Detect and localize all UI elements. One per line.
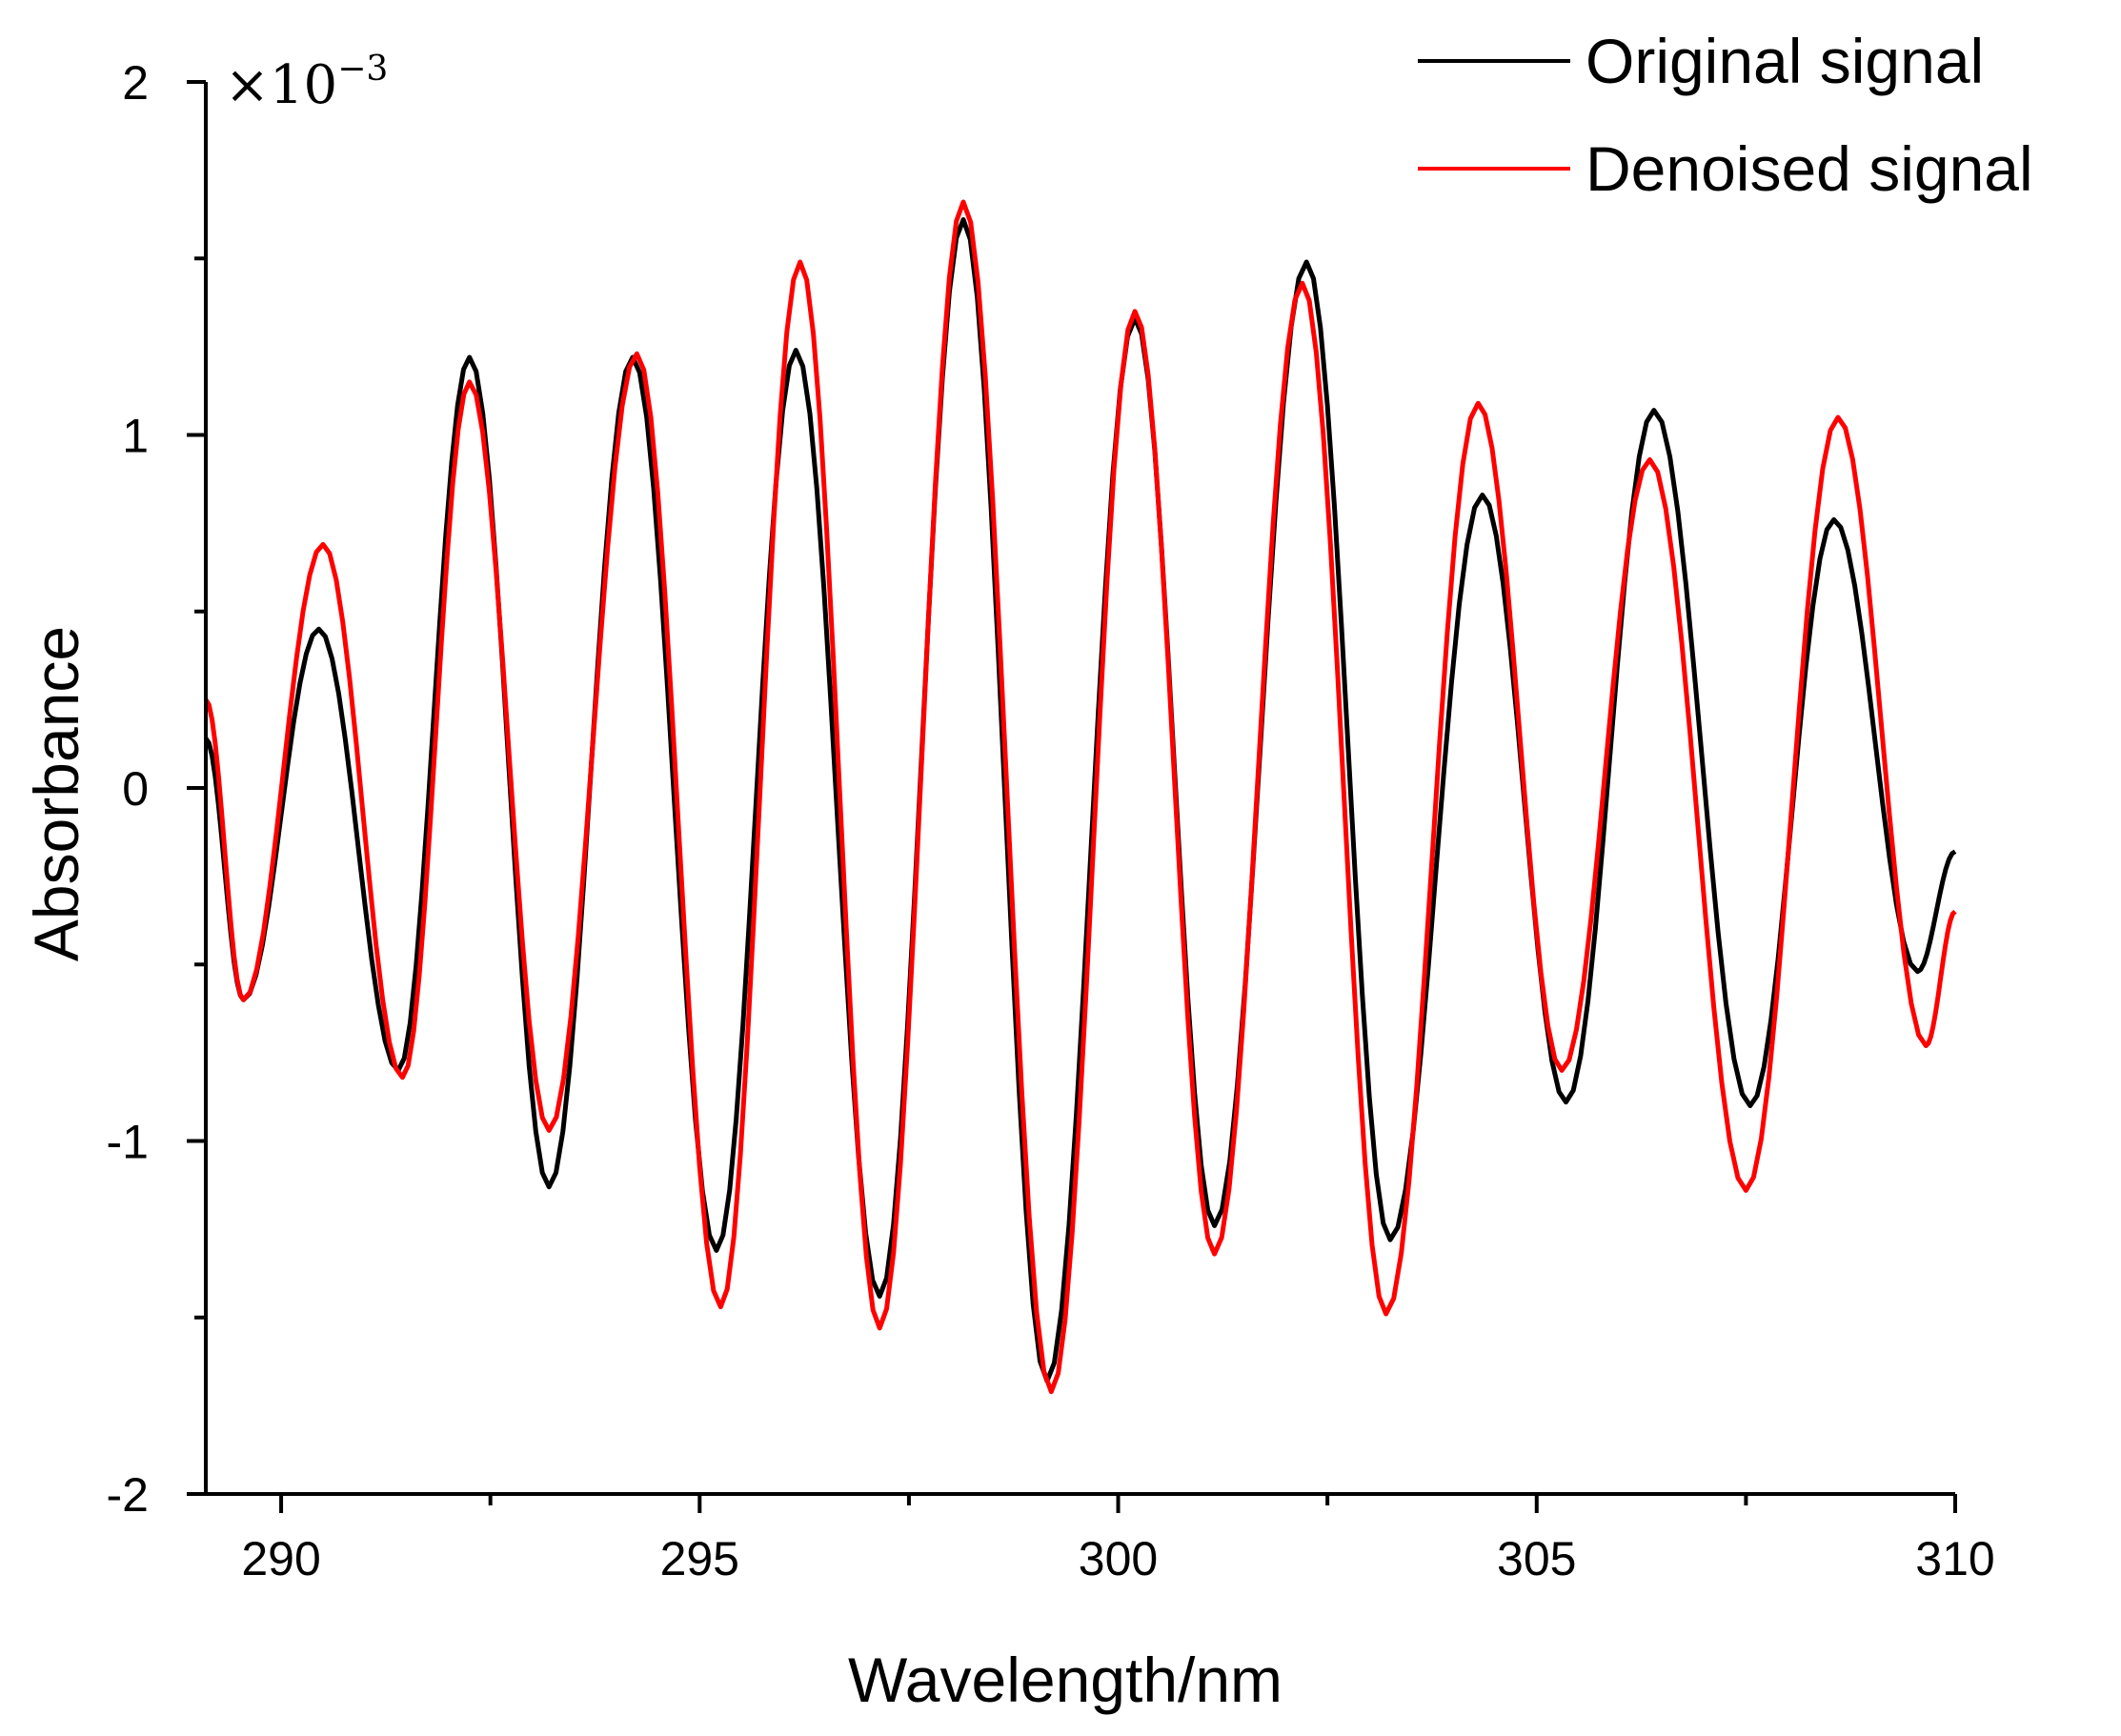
x-tick-label: 305 <box>1497 1532 1576 1585</box>
legend: Original signal Denoised signal <box>1418 26 2033 204</box>
y-tick-label: 1 <box>122 410 149 463</box>
x-axis-title: Wavelength/nm <box>848 1645 1283 1715</box>
y-axis-multiplier: ×10−3 <box>225 50 388 116</box>
y-axis-title: Absorbance <box>21 626 91 961</box>
axes <box>187 80 1957 1513</box>
x-tick-label: 295 <box>660 1532 739 1585</box>
plot-lines <box>203 199 1957 1395</box>
y-axis-multiplier-exponent: −3 <box>337 50 388 89</box>
series-line-denoised <box>203 199 1957 1395</box>
tick-labels: 290 295 300 305 310 2 1 0 -1 -2 <box>107 56 1995 1585</box>
y-tick-label: 0 <box>122 762 149 816</box>
y-axis-multiplier-base: ×10 <box>225 54 337 116</box>
legend-label-original: Original signal <box>1586 26 1984 96</box>
x-tick-label: 300 <box>1079 1532 1158 1585</box>
y-tick-label: 2 <box>122 56 149 110</box>
x-tick-label: 290 <box>241 1532 320 1585</box>
y-tick-label: -1 <box>107 1116 149 1169</box>
y-tick-label: -2 <box>107 1468 149 1522</box>
series-line-original <box>203 217 1957 1383</box>
legend-label-denoised: Denoised signal <box>1586 133 2033 204</box>
x-tick-label: 310 <box>1915 1532 1994 1585</box>
